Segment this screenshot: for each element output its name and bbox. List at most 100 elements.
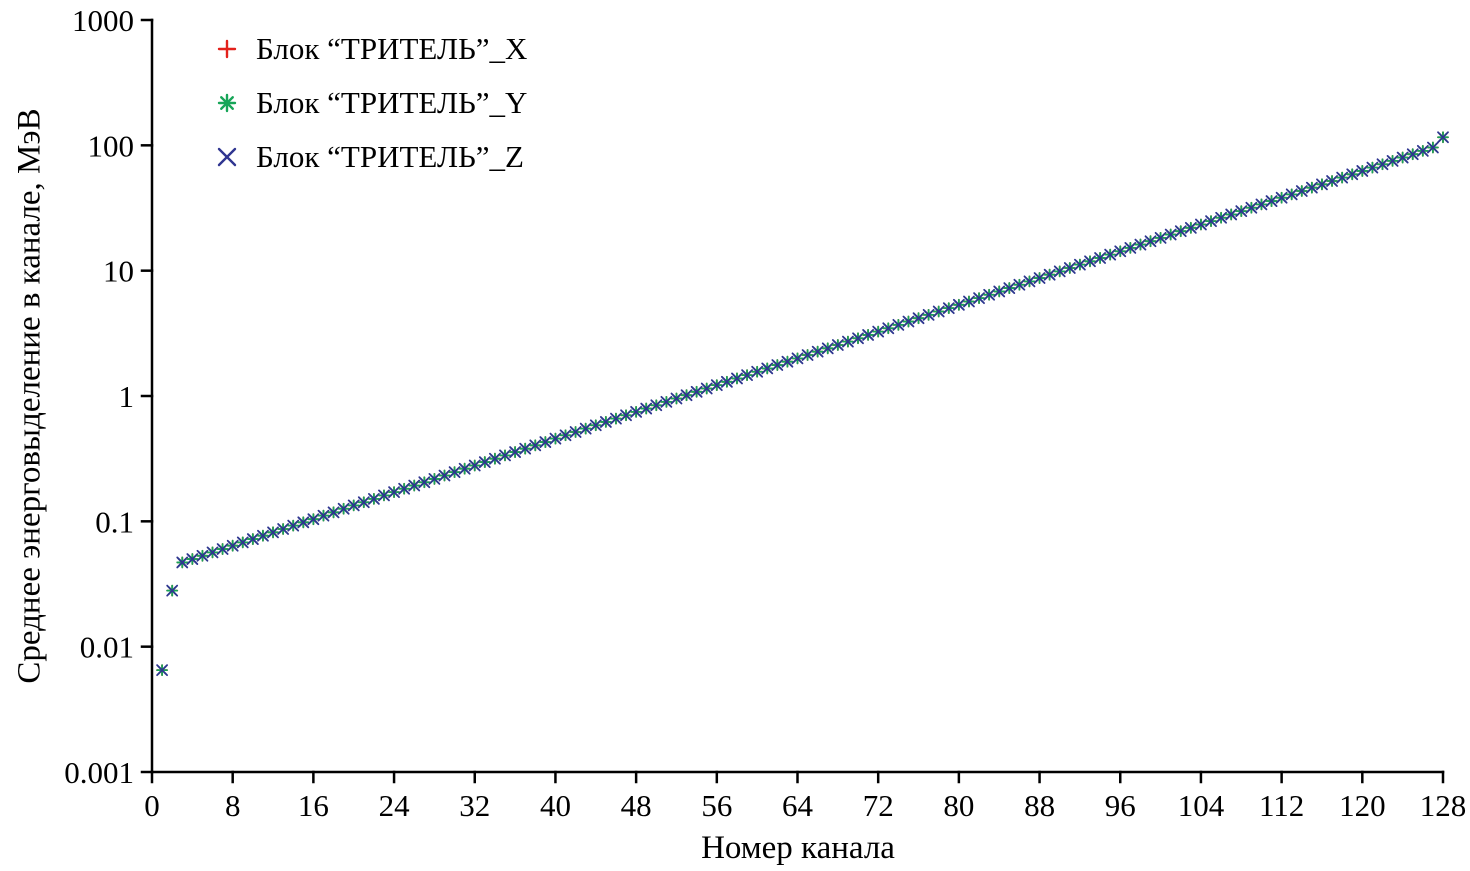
cross-marker-icon bbox=[791, 352, 804, 365]
cross-marker-icon bbox=[640, 402, 653, 415]
cross-marker-icon bbox=[670, 392, 683, 405]
cross-marker-icon bbox=[983, 288, 996, 301]
cross-marker-icon bbox=[1104, 248, 1117, 261]
cross-marker-icon bbox=[428, 473, 441, 485]
cross-marker-icon bbox=[1184, 221, 1197, 234]
cross-marker-icon bbox=[1124, 242, 1137, 254]
cross-marker-icon bbox=[539, 436, 552, 448]
cross-marker-icon bbox=[1023, 275, 1036, 288]
cross-marker-icon bbox=[529, 439, 542, 452]
x-tick-label: 0 bbox=[144, 788, 160, 823]
cross-marker-icon bbox=[337, 502, 350, 515]
cross-marker-icon bbox=[236, 536, 249, 549]
cross-marker-icon bbox=[1356, 165, 1369, 177]
cross-marker-icon bbox=[206, 546, 219, 559]
cross-marker-icon bbox=[872, 325, 885, 338]
cross-marker-icon bbox=[892, 318, 905, 331]
cross-marker-icon bbox=[438, 469, 451, 482]
x-tick-label: 104 bbox=[1178, 788, 1225, 823]
cross-marker-icon bbox=[1053, 265, 1066, 278]
x-tick-label: 120 bbox=[1339, 788, 1386, 823]
y-tick-label: 1000 bbox=[72, 3, 134, 38]
cross-marker-icon bbox=[217, 147, 237, 167]
x-tick-label: 16 bbox=[298, 788, 329, 823]
cross-marker-icon bbox=[186, 553, 199, 565]
x-tick-label: 8 bbox=[225, 788, 241, 823]
star-marker-icon bbox=[217, 93, 237, 113]
cross-marker-icon bbox=[862, 329, 875, 341]
cross-marker-icon bbox=[1043, 268, 1056, 281]
cross-marker-icon bbox=[347, 499, 360, 512]
cross-marker-icon bbox=[458, 462, 471, 475]
cross-marker-icon bbox=[1003, 282, 1016, 294]
cross-marker-icon bbox=[1336, 171, 1349, 184]
cross-marker-icon bbox=[317, 509, 330, 522]
cross-marker-icon bbox=[1396, 151, 1409, 164]
cross-marker-icon bbox=[509, 446, 521, 458]
cross-marker-icon bbox=[942, 302, 955, 315]
cross-marker-icon bbox=[599, 416, 612, 428]
cross-marker-icon bbox=[781, 355, 794, 368]
cross-marker-icon bbox=[257, 529, 269, 542]
legend-label-x: Блок “ТРИТЕЛЬ”_X bbox=[256, 31, 528, 66]
cross-marker-icon bbox=[912, 312, 925, 325]
cross-marker-icon bbox=[1427, 141, 1439, 154]
cross-marker-icon bbox=[1316, 178, 1328, 191]
cross-marker-icon bbox=[246, 533, 259, 545]
cross-marker-icon bbox=[579, 422, 592, 435]
cross-marker-icon bbox=[156, 664, 168, 677]
cross-marker-icon bbox=[1134, 238, 1147, 251]
cross-marker-icon bbox=[398, 482, 411, 495]
cross-marker-icon bbox=[761, 362, 774, 375]
y-tick-label: 0.001 bbox=[64, 755, 134, 790]
cross-marker-icon bbox=[1376, 158, 1389, 171]
x-tick-label: 88 bbox=[1024, 788, 1055, 823]
cross-marker-icon bbox=[952, 298, 965, 311]
cross-marker-icon bbox=[1164, 228, 1177, 241]
legend-label-z: Блок “ТРИТЕЛЬ”_Z bbox=[256, 139, 524, 174]
cross-marker-icon bbox=[963, 295, 975, 308]
cross-marker-icon bbox=[176, 556, 189, 569]
y-tick-label: 0.1 bbox=[95, 504, 134, 539]
cross-marker-icon bbox=[327, 506, 340, 519]
cross-marker-icon bbox=[1406, 148, 1419, 161]
plus-marker-icon bbox=[217, 39, 237, 59]
cross-marker-icon bbox=[549, 432, 562, 445]
cross-marker-icon bbox=[1275, 191, 1288, 204]
cross-marker-icon bbox=[1225, 208, 1238, 221]
cross-marker-icon bbox=[367, 493, 380, 505]
y-tick-label: 1 bbox=[119, 379, 135, 414]
x-tick-label: 40 bbox=[540, 788, 571, 823]
cross-marker-icon bbox=[1326, 175, 1338, 187]
x-tick-label: 32 bbox=[459, 788, 490, 823]
cross-marker-icon bbox=[1416, 144, 1429, 157]
cross-marker-icon bbox=[680, 389, 693, 402]
cross-marker-icon bbox=[1285, 188, 1298, 201]
cross-marker-icon bbox=[1386, 155, 1399, 167]
legend-item-z: Блок “ТРИТЕЛЬ”_Z bbox=[212, 130, 527, 184]
x-tick-label: 128 bbox=[1420, 788, 1467, 823]
cross-marker-icon bbox=[217, 147, 237, 167]
cross-marker-icon bbox=[448, 466, 461, 479]
cross-marker-icon bbox=[1245, 201, 1258, 214]
x-tick-label: 72 bbox=[863, 788, 894, 823]
x-tick-label: 24 bbox=[379, 788, 411, 823]
cross-marker-icon bbox=[287, 519, 300, 532]
cross-marker-icon bbox=[1366, 161, 1379, 174]
cross-marker-icon bbox=[610, 412, 622, 425]
star-marker-icon bbox=[217, 93, 237, 113]
cross-marker-icon bbox=[1205, 215, 1217, 228]
cross-marker-icon bbox=[1094, 252, 1106, 264]
cross-marker-icon bbox=[811, 345, 824, 358]
cross-marker-icon bbox=[499, 449, 511, 462]
cross-marker-icon bbox=[216, 543, 229, 555]
cross-marker-icon bbox=[1295, 185, 1308, 197]
cross-marker-icon bbox=[478, 456, 491, 468]
y-axis-label: Среднее энерговыделение в канале, МэВ bbox=[11, 108, 48, 684]
x-axis-label: Номер канала bbox=[701, 830, 895, 866]
cross-marker-icon bbox=[1074, 258, 1086, 271]
legend: Блок “ТРИТЕЛЬ”_X Блок “ТРИТЕЛЬ”_Y Блок “… bbox=[212, 22, 527, 184]
cross-marker-icon bbox=[388, 486, 400, 499]
x-tick-label: 80 bbox=[943, 788, 974, 823]
